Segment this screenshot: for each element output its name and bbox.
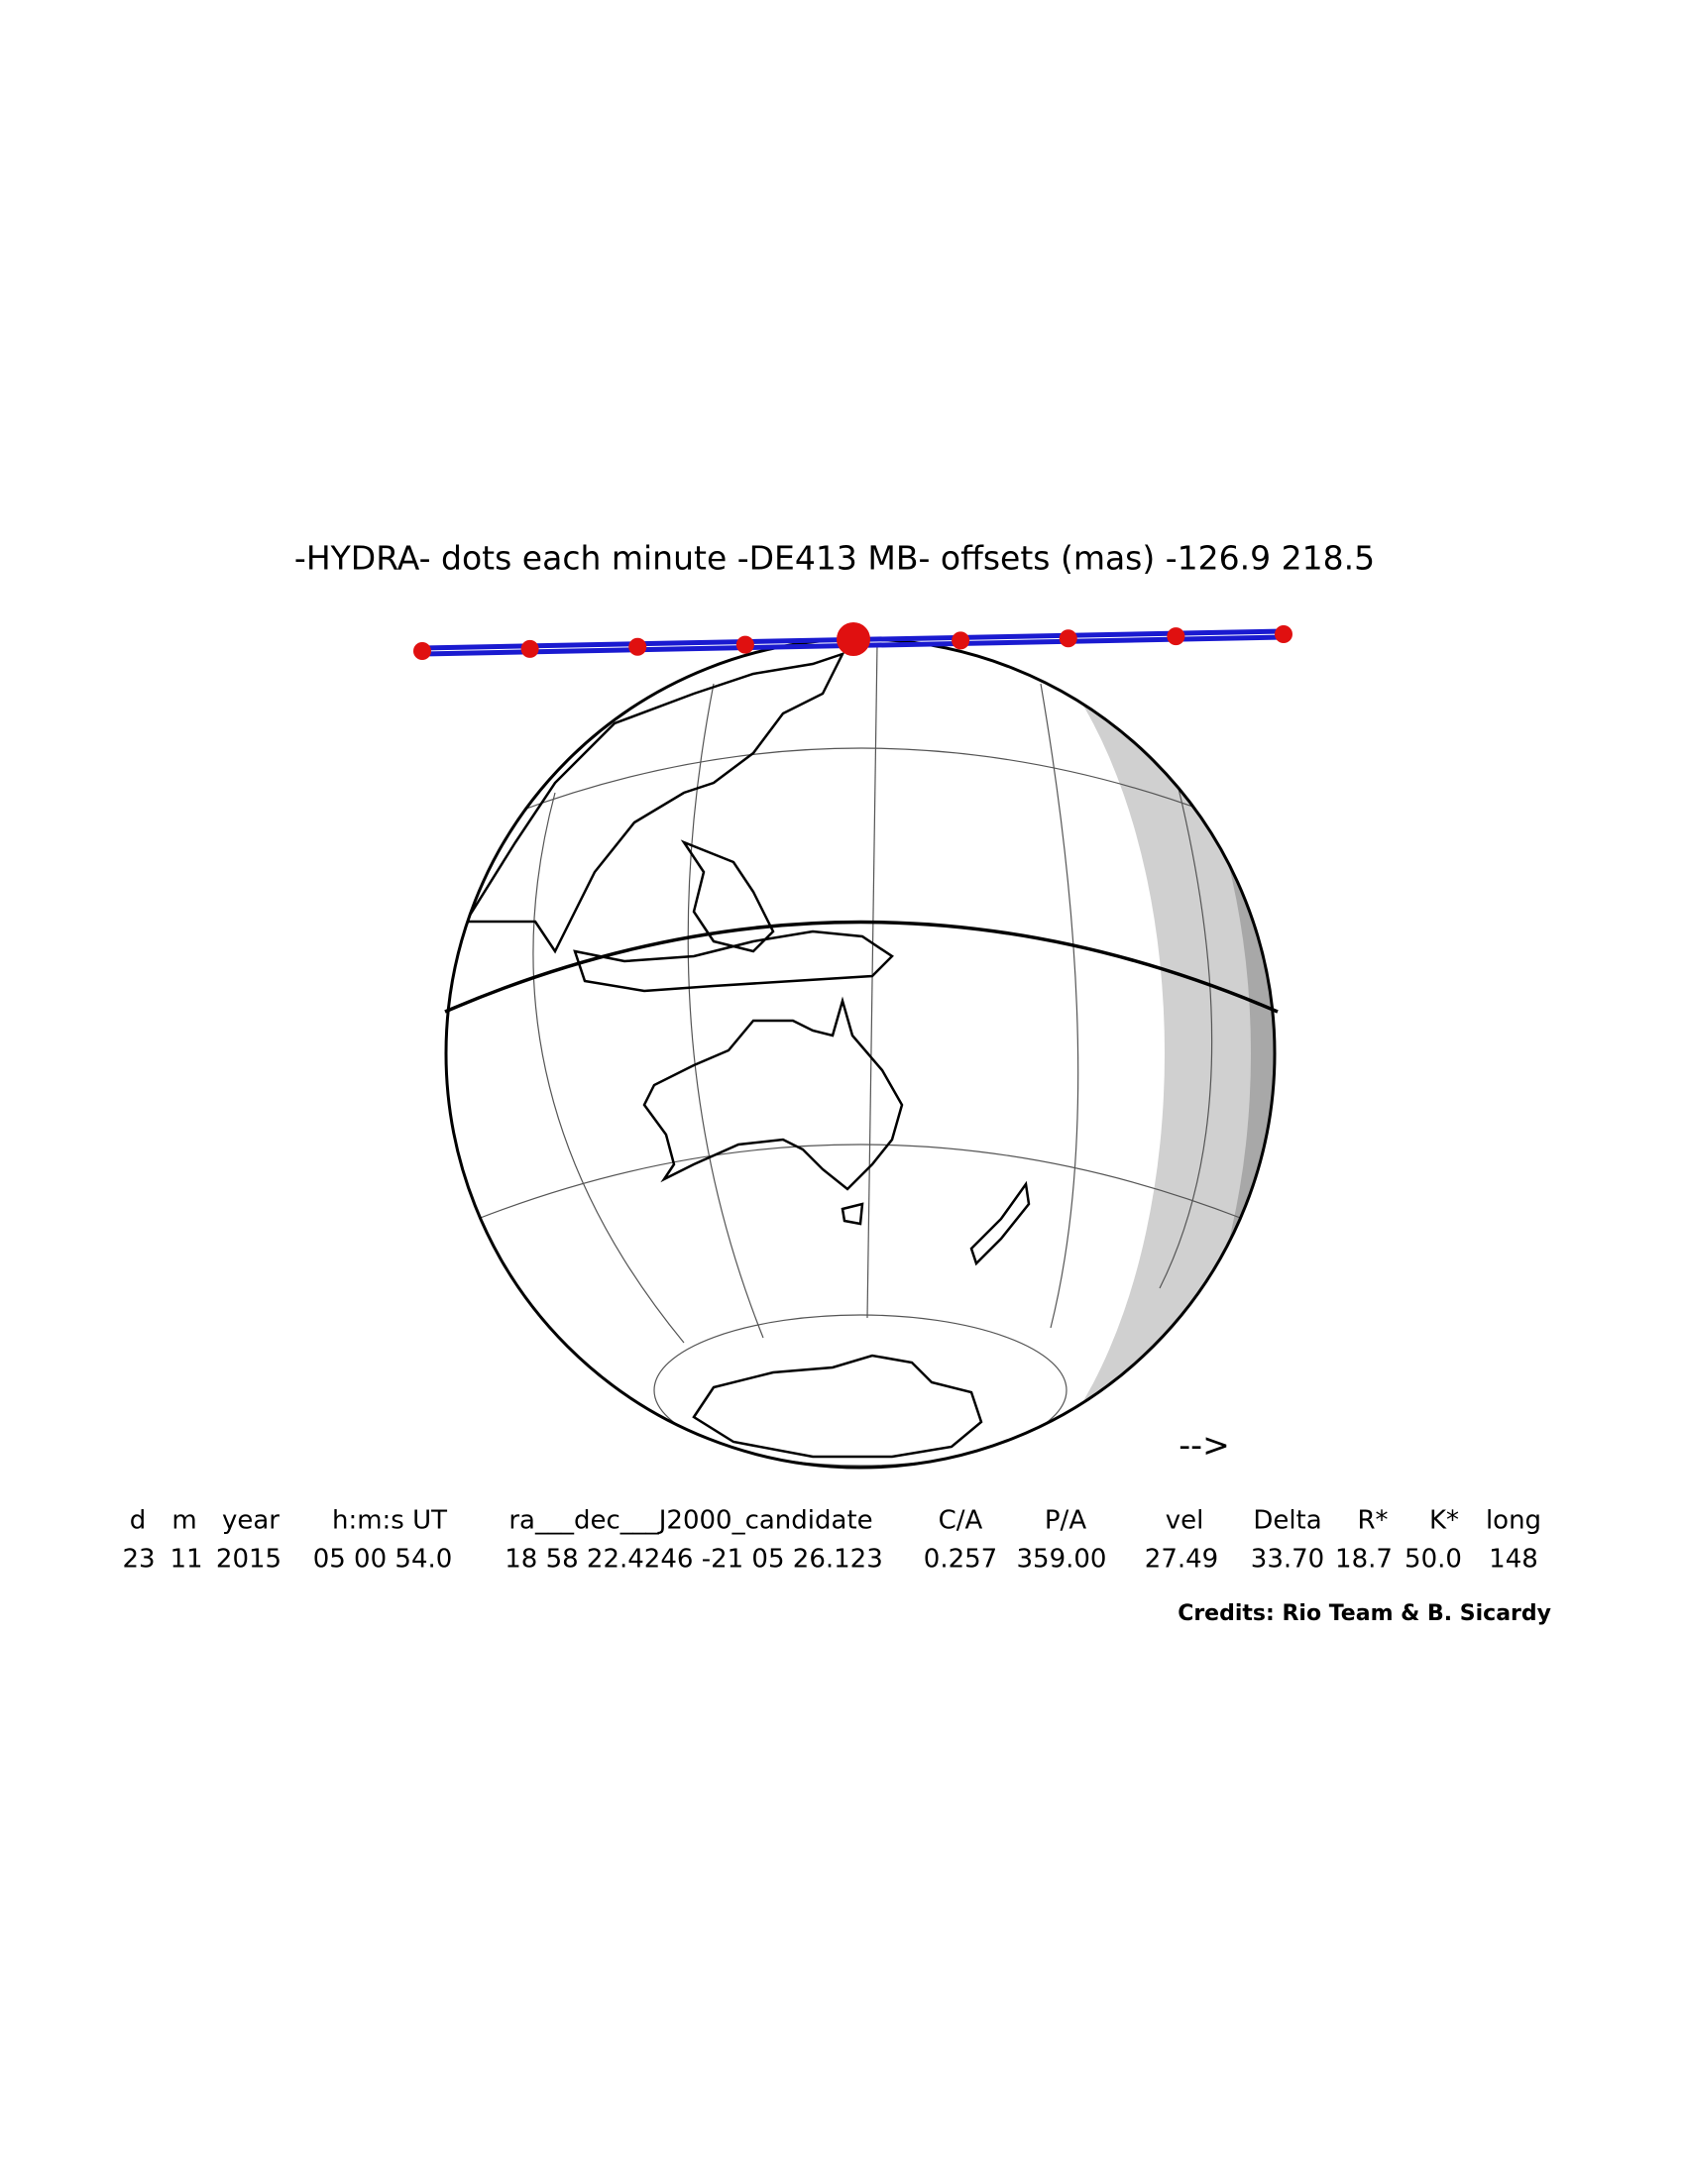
minute-dot [1167,627,1185,646]
table-header: m [171,1506,196,1536]
table-header: year [222,1506,280,1536]
globe [444,637,1279,1470]
table-header: vel [1166,1506,1204,1536]
night-shading [446,639,1275,1468]
table-value: 0.257 [924,1545,997,1575]
map-title: -HYDRA- dots each minute -DE413 MB- offs… [294,539,1375,578]
minute-dot [1059,629,1077,648]
minute-dot [952,631,970,650]
table-header: P/A [1045,1506,1086,1536]
minute-dot [413,642,431,660]
table-value: 18.7 [1335,1545,1393,1575]
table-value: 23 [122,1545,155,1575]
event-table: d m year h:m:s UT ra___dec___J2000_candidate… [122,1506,1541,1575]
table-value: 33.70 [1251,1545,1324,1575]
graticule [477,643,1244,1467]
minute-dot [520,639,539,658]
direction-arrow: --> [1179,1426,1229,1465]
minute-dot [628,637,647,656]
table-value: 359.00 [1017,1545,1107,1575]
minute-dot [1275,625,1292,643]
closest-approach-dot [837,622,870,656]
table-header: Delta [1253,1506,1321,1536]
table-header: h:m:s UT [332,1506,447,1536]
table-value: 2015 [216,1545,281,1575]
minute-dot [735,635,754,654]
table-value: 11 [169,1545,202,1575]
table-value: 18 58 22.4246 -21 05 26.123 [505,1545,883,1575]
table-header: K* [1429,1506,1459,1536]
credits: Credits: Rio Team & B. Sicardy [1178,1601,1551,1626]
table-header: C/A [939,1506,983,1536]
minute-dots [413,622,1292,660]
occultation-track [413,622,1292,660]
table-value: 50.0 [1404,1545,1462,1575]
equator [444,920,1279,1014]
table-header: R* [1357,1506,1388,1536]
table-value: 148 [1489,1545,1538,1575]
table-value: 27.49 [1145,1545,1218,1575]
table-header: long [1486,1506,1541,1536]
table-header: d [130,1506,147,1536]
table-value: 05 00 54.0 [313,1545,453,1575]
table-header: ra___dec___J2000_candidate [508,1506,872,1536]
coastlines [463,651,1031,1459]
